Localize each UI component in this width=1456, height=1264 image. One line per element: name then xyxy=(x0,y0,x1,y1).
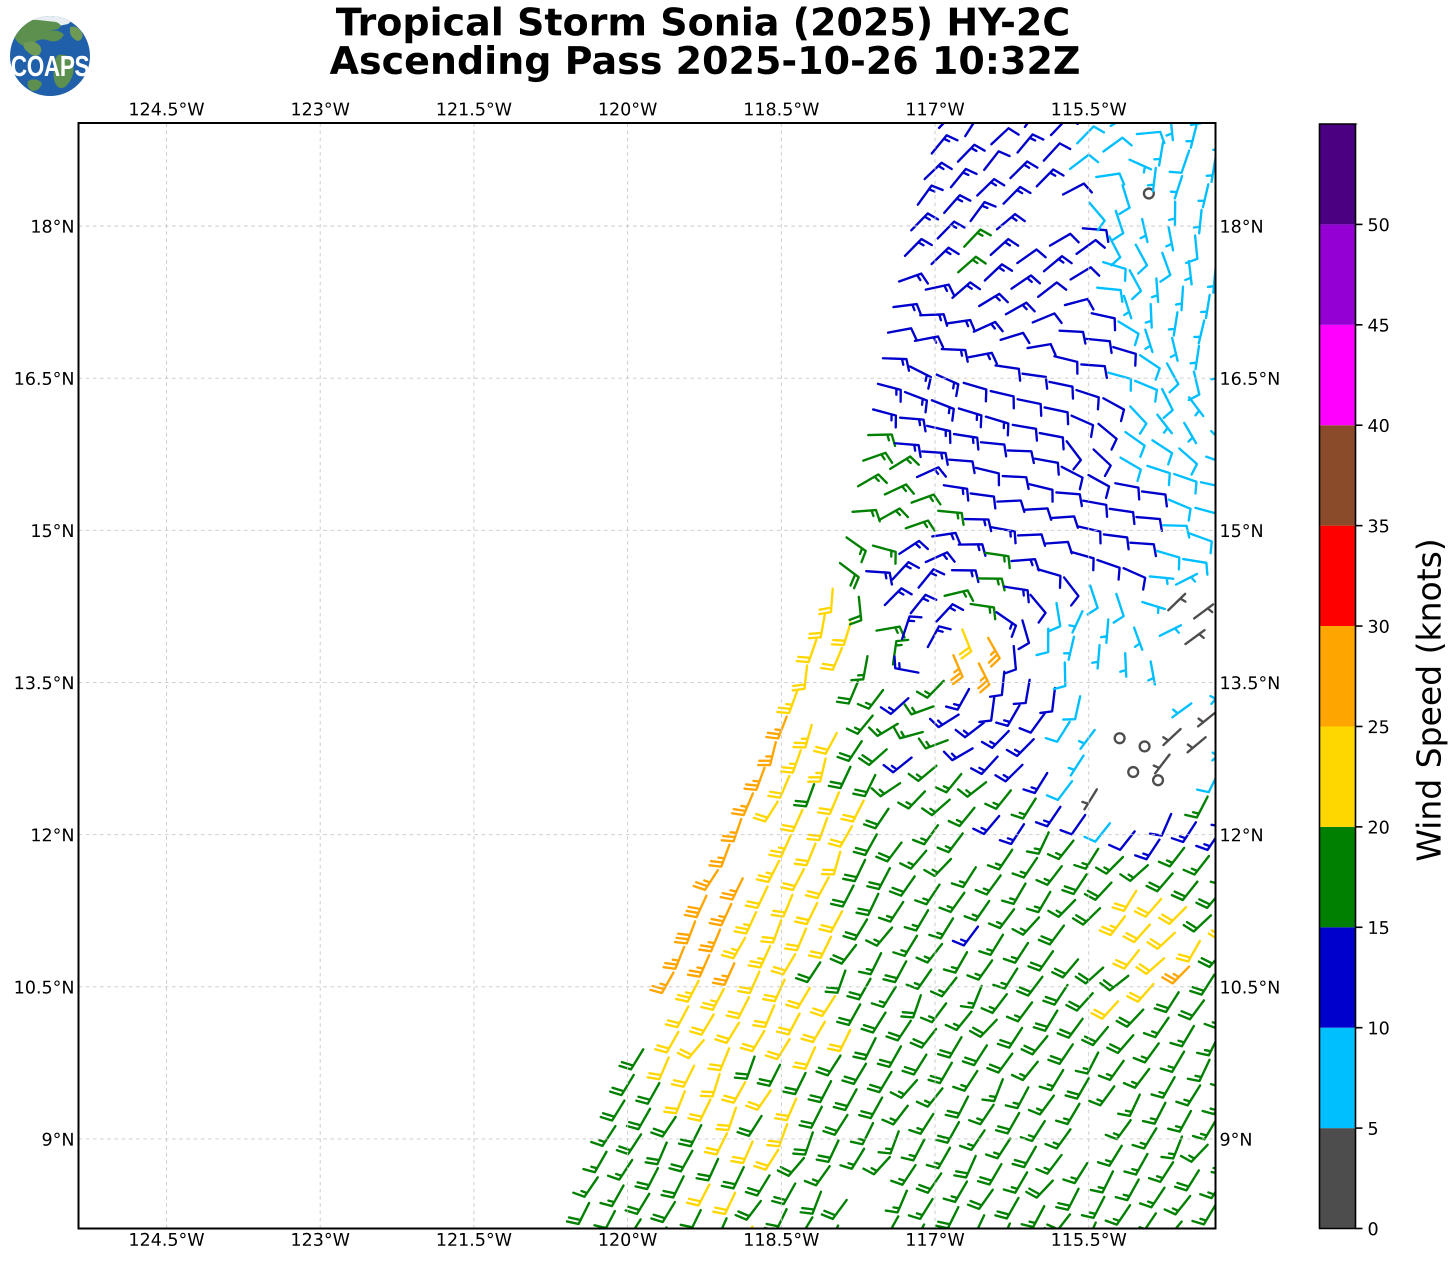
svg-text:COAPS: COAPS xyxy=(11,49,90,82)
